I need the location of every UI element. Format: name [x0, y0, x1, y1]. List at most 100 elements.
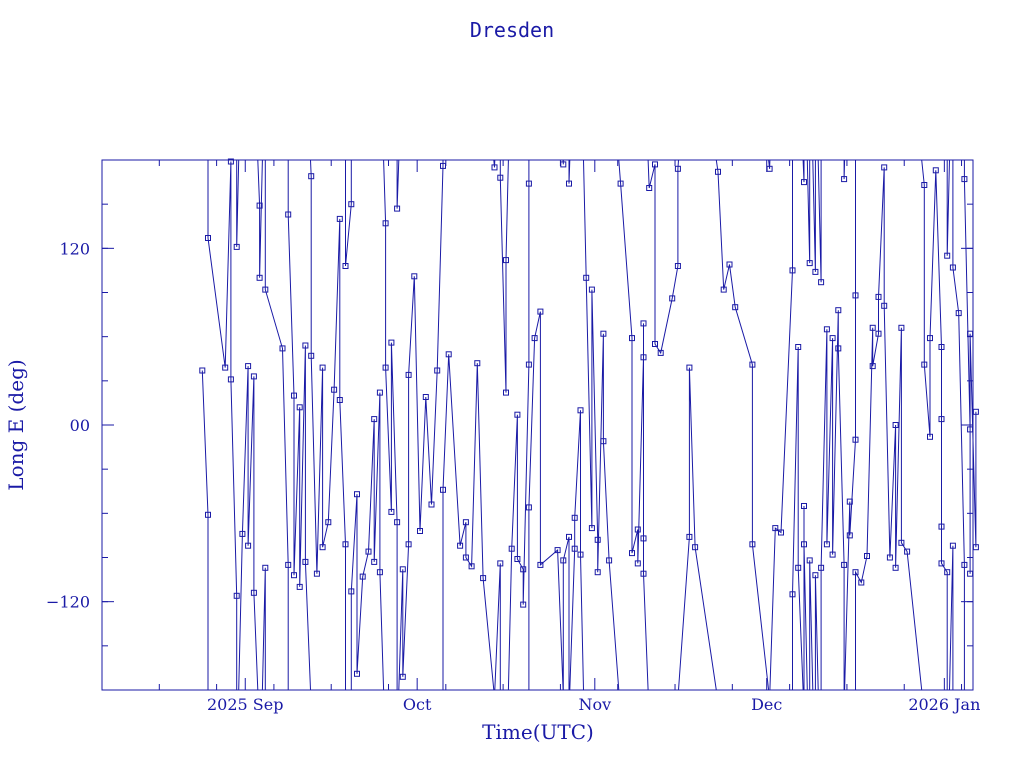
data-point	[480, 575, 487, 582]
data-point	[233, 243, 240, 250]
data-point	[503, 389, 509, 396]
data-point	[566, 533, 572, 540]
data-point	[875, 293, 882, 300]
x-tick-label: 2026 Jan	[908, 695, 980, 714]
data-point	[308, 352, 315, 359]
data-point	[205, 511, 211, 518]
data-point	[600, 330, 607, 337]
data-point	[525, 361, 532, 368]
data-point	[944, 252, 951, 259]
data-point	[571, 514, 578, 521]
data-point	[291, 392, 297, 399]
data-point	[296, 404, 303, 411]
data-point	[457, 542, 464, 549]
data-point	[652, 341, 658, 347]
data-point	[852, 436, 859, 443]
data-point	[749, 541, 756, 548]
data-point	[296, 583, 303, 590]
data-point	[869, 324, 876, 331]
data-point	[365, 548, 372, 555]
data-point	[892, 564, 899, 571]
data-point	[640, 535, 647, 542]
y-major-ticks	[102, 247, 973, 603]
plot-frame	[101, 159, 974, 691]
data-point	[319, 544, 326, 551]
data-point	[336, 215, 343, 222]
data-point	[629, 550, 635, 557]
data-point	[371, 558, 378, 565]
data-point	[967, 426, 974, 433]
data-point	[560, 557, 567, 564]
data-point	[422, 394, 429, 400]
data-point	[594, 536, 601, 543]
data-point	[869, 363, 876, 370]
data-point	[325, 519, 332, 526]
data-point	[835, 345, 842, 352]
data-point	[801, 503, 807, 509]
data-point	[921, 182, 928, 188]
data-point	[640, 320, 647, 327]
data-point	[955, 310, 962, 317]
data-point	[233, 592, 240, 599]
data-point	[892, 422, 899, 428]
data-point	[881, 164, 888, 171]
data-point	[617, 180, 624, 187]
data-point	[967, 330, 974, 337]
data-point	[468, 563, 475, 570]
data-point	[520, 601, 527, 608]
data-point	[944, 569, 951, 576]
data-point	[417, 528, 423, 534]
data-point	[577, 551, 584, 558]
x-tick-label: 2025 Sep	[207, 695, 283, 714]
data-point	[382, 364, 389, 371]
y-tick-label: −120	[46, 593, 90, 612]
data-point	[789, 267, 796, 274]
data-point	[881, 302, 888, 309]
data-point	[898, 539, 905, 546]
data-point	[674, 165, 681, 172]
data-point	[846, 498, 853, 505]
data-point	[262, 564, 269, 571]
data-point	[652, 161, 658, 168]
data-point	[801, 541, 807, 548]
data-point	[801, 179, 807, 186]
data-point	[285, 211, 292, 218]
data-point	[331, 386, 338, 393]
data-point	[778, 529, 784, 536]
data-point	[359, 573, 366, 580]
data-point	[302, 342, 309, 349]
data-point	[972, 408, 979, 415]
y-tick-label: 120	[59, 239, 90, 258]
data-point	[875, 330, 882, 337]
data-point	[554, 547, 561, 554]
data-point	[497, 174, 504, 181]
data-point	[354, 491, 360, 498]
data-point	[927, 335, 933, 342]
data-point	[932, 167, 939, 174]
data-point	[789, 591, 796, 598]
data-point	[904, 548, 911, 555]
data-point	[336, 397, 343, 403]
data-point	[462, 519, 469, 526]
data-point	[646, 185, 653, 191]
x-tick-label: Dec	[751, 695, 782, 714]
plot-area	[199, 158, 979, 691]
data-point	[715, 168, 721, 175]
data-point	[938, 344, 945, 350]
data-point	[864, 553, 870, 559]
data-point	[445, 351, 452, 358]
data-point	[313, 570, 320, 577]
x-axis-label: Time(UTC)	[482, 720, 594, 744]
data-point	[399, 566, 406, 573]
data-point	[285, 561, 292, 568]
data-point	[256, 202, 263, 209]
series-line	[201, 159, 977, 691]
data-point	[537, 308, 544, 315]
data-point	[606, 557, 613, 564]
data-point	[686, 533, 693, 540]
data-point	[726, 261, 733, 268]
data-point	[227, 158, 234, 165]
data-point	[732, 304, 739, 311]
data-point	[949, 542, 956, 549]
data-point	[674, 263, 681, 269]
